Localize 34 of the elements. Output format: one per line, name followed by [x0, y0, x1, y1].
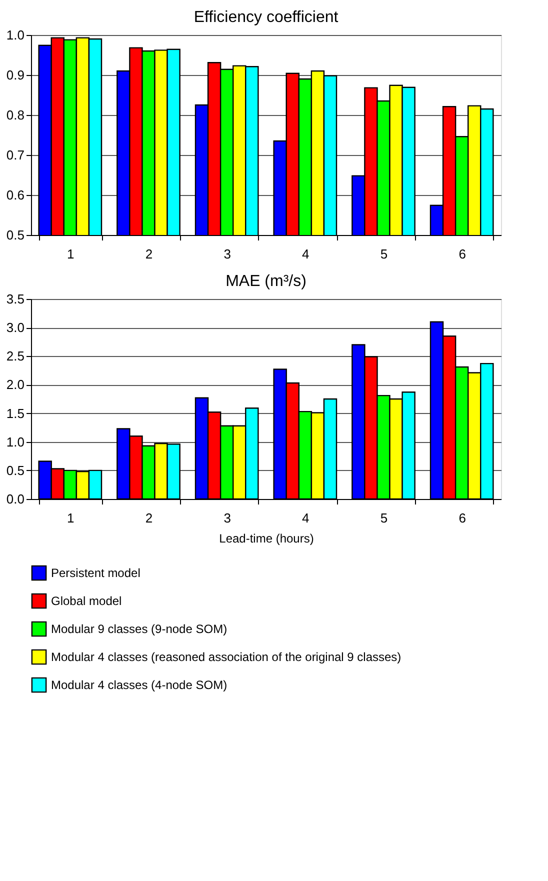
x-tick-label: 5 — [380, 510, 388, 526]
chart-title: MAE (m³/s) — [226, 273, 306, 290]
legend-label: Global model — [51, 594, 122, 608]
y-tick-label: 0.5 — [6, 462, 24, 478]
x-tick-label: 4 — [302, 510, 310, 526]
y-tick-label: 2.0 — [6, 377, 24, 392]
y-tick-label: 0.5 — [6, 228, 24, 242]
x-tick-label: 4 — [302, 246, 310, 262]
y-tick-label: 0.9 — [6, 68, 24, 82]
y-tick-label: 0.0 — [6, 492, 24, 506]
legend-label: Modular 4 classes (reasoned association of the original 9 classes) — [51, 650, 402, 664]
legend-label: Modular 4 classes (4-node SOM) — [51, 678, 228, 692]
x-tick-label: 6 — [458, 510, 466, 526]
legend-label: Persistent model — [51, 566, 140, 580]
y-tick-label: 3.5 — [6, 292, 24, 306]
y-tick-label: 1.5 — [6, 406, 24, 421]
x-tick-label: 1 — [67, 246, 74, 262]
y-tick-label: 3.0 — [6, 320, 24, 336]
x-tick-label: 6 — [458, 246, 466, 262]
x-tick-label: 2 — [145, 246, 153, 262]
x-tick-label: 1 — [67, 510, 74, 526]
x-axis-title: Lead-time (hours) — [219, 532, 314, 546]
legend-label: Modular 9 classes (9-node SOM) — [51, 622, 228, 636]
y-tick-label: 1.0 — [6, 434, 24, 450]
x-tick-label: 3 — [224, 510, 231, 526]
y-tick-label: 0.7 — [6, 148, 24, 162]
x-tick-label: 5 — [380, 246, 388, 262]
chart-title: Efficiency coefficient — [194, 9, 339, 26]
y-tick-label: 2.5 — [6, 348, 24, 364]
y-tick-label: 1.0 — [6, 28, 24, 42]
y-tick-label: 0.6 — [6, 188, 24, 202]
x-tick-label: 2 — [145, 510, 153, 526]
y-tick-label: 0.8 — [6, 108, 24, 122]
x-tick-label: 3 — [224, 246, 231, 262]
